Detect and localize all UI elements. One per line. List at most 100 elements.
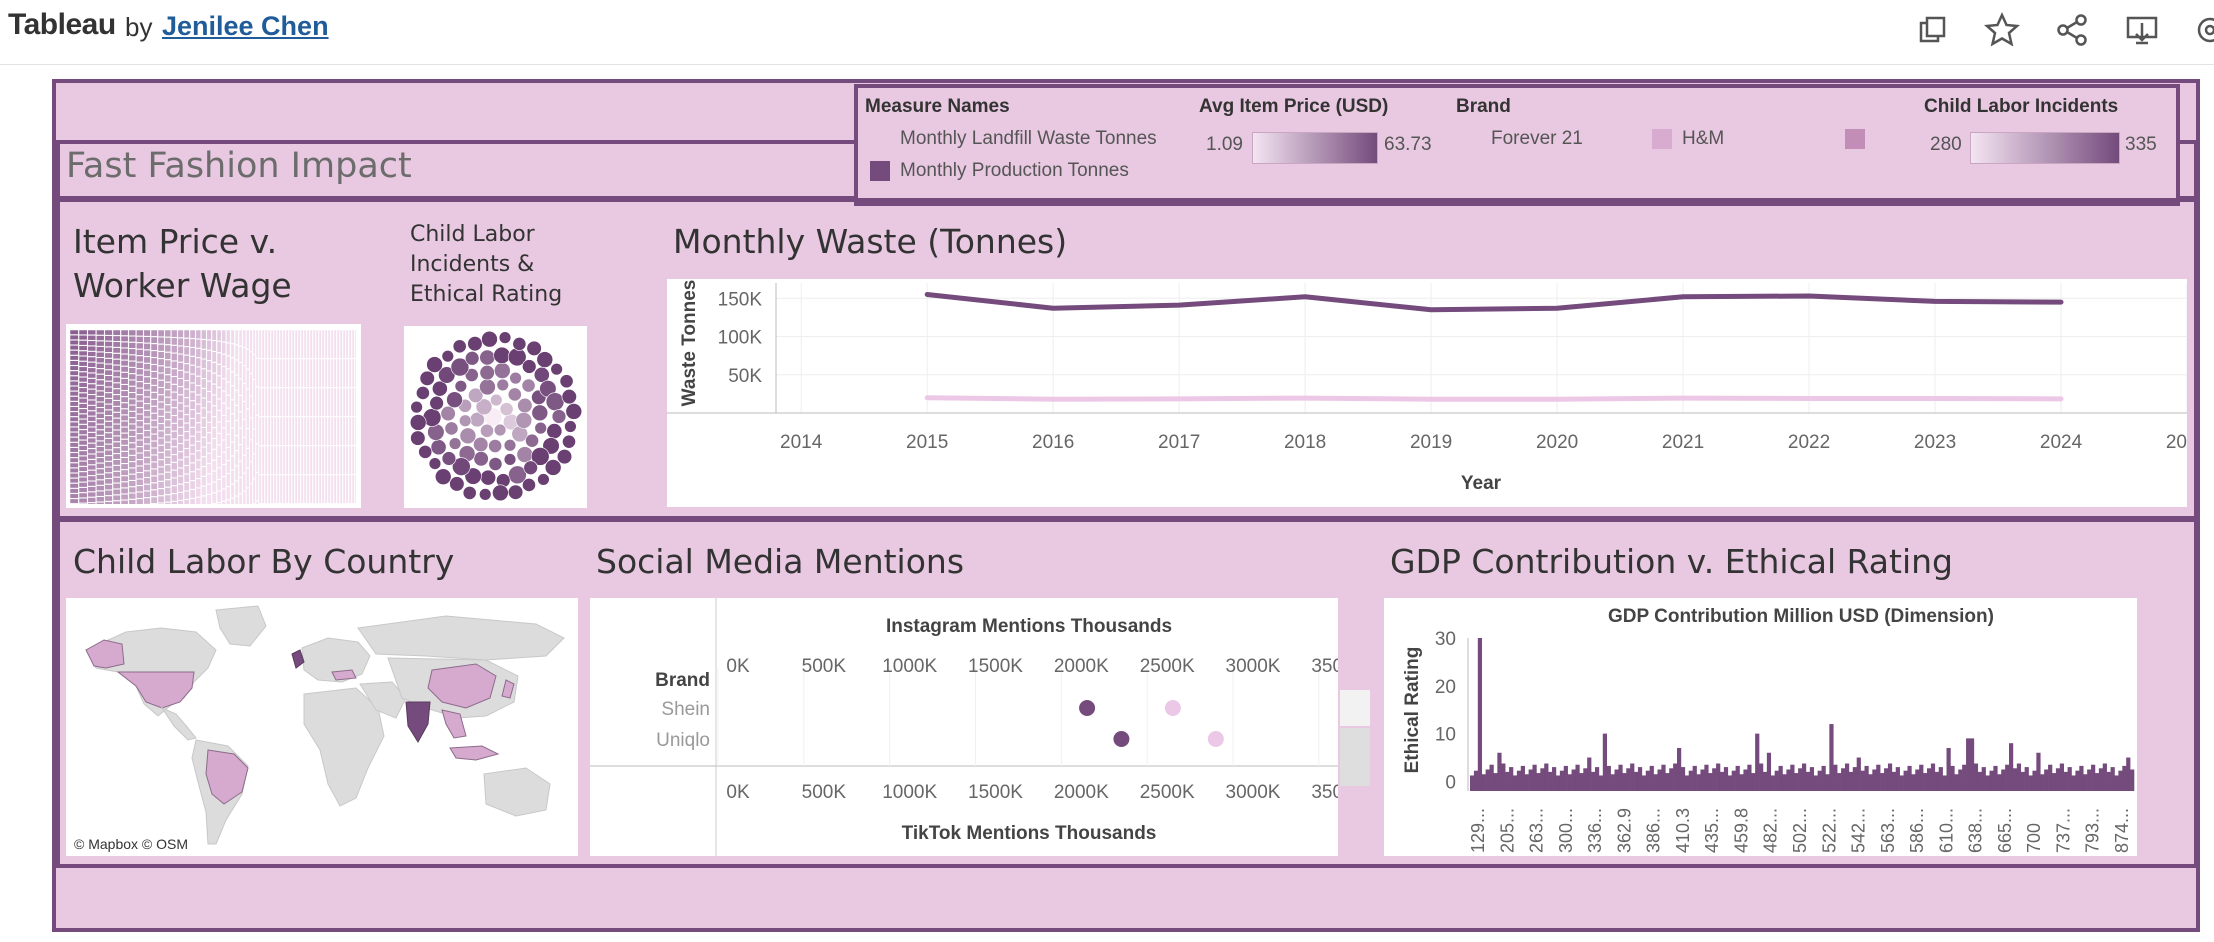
treemap-cell: [143, 464, 151, 471]
treemap-cell: [143, 497, 151, 504]
treemap-cell: [87, 356, 97, 363]
gdp-bar: [2016, 763, 2022, 791]
treemap-cell: [348, 474, 352, 504]
treemap-cell: [226, 473, 231, 487]
gdp-bar: [1481, 774, 1486, 791]
gdp-bar: [2102, 763, 2107, 791]
treemap-cell: [267, 416, 271, 446]
scrollbar-track[interactable]: [1340, 690, 1370, 726]
treemap-cell: [112, 353, 121, 360]
by-label: by: [125, 12, 153, 42]
scrollbar-thumb[interactable]: [1340, 728, 1370, 786]
treemap-cell: [288, 358, 292, 388]
treemap-cell: [128, 423, 137, 431]
x-tick-label: 2016: [1032, 432, 1074, 453]
treemap-cell: [70, 426, 79, 433]
treemap-cell: [206, 422, 212, 433]
treemap-cell: [230, 385, 235, 400]
treemap-cell: [150, 350, 158, 358]
treemap-cell: [136, 368, 144, 376]
treemap-cell: [201, 486, 207, 496]
treemap-cell: [351, 416, 355, 446]
legend-item-production[interactable]: Monthly Production Tonnes: [900, 160, 1129, 181]
treemap-cell: [183, 380, 190, 390]
treemap-cell: [242, 473, 247, 492]
x-tick-label: 610...: [1936, 808, 1956, 853]
treemap-cell: [112, 388, 121, 395]
gdp-bar: [1661, 764, 1666, 791]
duplicate-icon[interactable]: [1912, 10, 1952, 50]
map-attribution[interactable]: © Mapbox © OSM: [74, 836, 188, 852]
treemap-cell: [128, 493, 137, 500]
legend-item-hm[interactable]: H&M: [1682, 128, 1725, 149]
treemap-cell: [177, 451, 184, 460]
treemap-cell: [348, 416, 352, 446]
bubble: [473, 436, 489, 453]
treemap-cell: [96, 413, 105, 419]
gdp-bar-chart[interactable]: GDP Contribution Million USD (Dimension)…: [1384, 598, 2137, 856]
treemap-cell: [112, 400, 121, 407]
treemap-cell: [351, 387, 355, 417]
treemap-cell: [211, 362, 217, 374]
social-media-scatter[interactable]: Instagram Mentions Thousands TikTok Menti…: [590, 598, 1338, 856]
treemap-cell: [177, 346, 184, 355]
treemap-cell: [150, 420, 158, 428]
author-link[interactable]: Jenilee Chen: [162, 11, 329, 41]
dashboard-title: Fast Fashion Impact: [66, 146, 412, 186]
treemap-cell: [157, 452, 165, 460]
packed-bubble-chart[interactable]: [404, 326, 587, 508]
treemap-cell: [206, 432, 212, 443]
treemap-cell: [294, 445, 298, 475]
gdp-bar: [1555, 775, 1561, 791]
bottom-x-tick-label: 1000K: [882, 782, 937, 803]
treemap-cell: [221, 366, 227, 379]
share-icon[interactable]: [2052, 10, 2092, 50]
gdp-bar: [1805, 771, 1811, 791]
treemap-cell: [112, 347, 121, 354]
legend-item-forever21[interactable]: Forever 21: [1491, 128, 1583, 149]
treemap-cell: [120, 360, 129, 367]
treemap-cell: [104, 444, 113, 450]
treemap-cell: [300, 358, 304, 388]
treemap-cell: [211, 471, 217, 482]
world-map[interactable]: [66, 598, 578, 856]
treemap-cell: [211, 427, 217, 439]
gdp-bar: [2012, 768, 2018, 791]
gdp-bar: [1938, 767, 1943, 791]
star-icon[interactable]: [1982, 10, 2022, 50]
download-icon[interactable]: [2122, 10, 2162, 50]
treemap-cell: [157, 466, 165, 475]
treemap-cell: [87, 437, 97, 444]
bubble: [446, 391, 463, 409]
monthly-waste-line-chart[interactable]: 150K 100K 50K 2014 2015 2016 2017 2018 2019 2020 2…: [667, 279, 2187, 507]
treemap-cell: [112, 341, 121, 348]
bubble: [459, 414, 472, 427]
treemap-cell: [330, 474, 334, 504]
treemap-cell: [104, 346, 113, 353]
gdp-bar: [1598, 775, 1604, 791]
bubble: [434, 468, 452, 485]
gdp-bar: [1567, 774, 1572, 791]
treemap-cell: [112, 441, 121, 448]
bubble: [493, 346, 511, 364]
item-price-treemap[interactable]: [70, 330, 356, 504]
treemap-cell: [136, 330, 144, 337]
treemap-cell: [143, 410, 151, 417]
treemap-cell: [345, 330, 349, 359]
treemap-cell: [201, 349, 207, 359]
treemap-cell: [171, 493, 178, 502]
treemap-cell: [195, 404, 202, 414]
treemap-cell: [78, 335, 88, 341]
gdp-bar: [2071, 775, 2076, 791]
legend-item-landfill-waste[interactable]: Monthly Landfill Waste Tonnes: [900, 128, 1157, 149]
treemap-cell: [303, 358, 307, 388]
treemap-cell: [120, 427, 129, 434]
x-tick-label: 459.8: [1731, 808, 1751, 853]
treemap-cell: [195, 432, 202, 442]
settings-icon[interactable]: [2190, 10, 2214, 50]
treemap-cell: [309, 474, 313, 504]
bubble: [512, 337, 527, 351]
treemap-cell: [164, 472, 172, 480]
treemap-cell: [164, 374, 172, 383]
bubble: [516, 446, 534, 463]
